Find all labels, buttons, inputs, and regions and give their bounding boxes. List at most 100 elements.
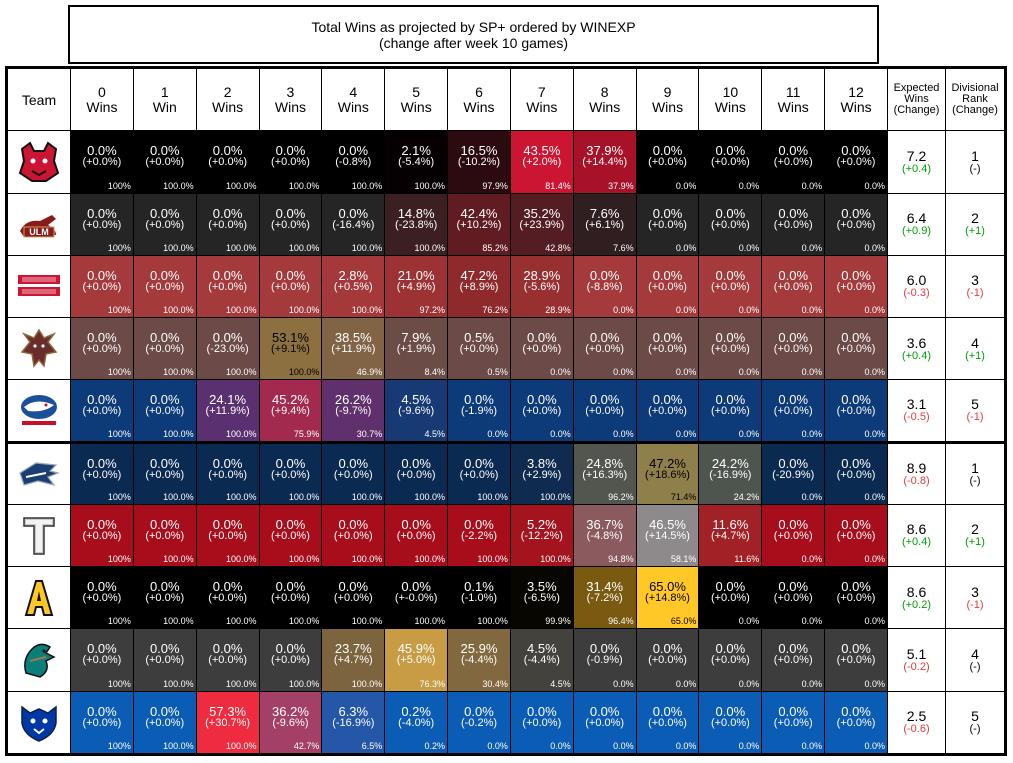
probability-change: (+0.0%) <box>648 280 687 293</box>
probability-change: (-20.9%) <box>772 468 815 481</box>
probability-change: (-2.2%) <box>460 529 498 542</box>
svg-text:ULM: ULM <box>29 227 49 237</box>
win-probability: 0.0% <box>778 455 809 471</box>
expected-wins-value: 2.5 <box>906 708 927 725</box>
divisional-rank-cell: 4 (+1) <box>945 317 1005 381</box>
cumulative-probability: 6.5% <box>361 741 383 751</box>
texas-state-logo <box>20 328 58 368</box>
cumulative-probability: 100% <box>107 242 131 253</box>
cumulative-probability: 0.0% <box>801 678 823 689</box>
probability-change: (+2.9%) <box>522 468 562 481</box>
probability-change: (+0.0%) <box>710 654 750 667</box>
expected-wins-header-line: Expected <box>893 82 940 95</box>
probability-change: (+10.2%) <box>456 218 502 231</box>
probability-change: (+30.7%) <box>205 716 251 729</box>
cumulative-probability: 46.9% <box>356 367 383 378</box>
win-probability-cell: 14.8% (-23.8%) 100.0% <box>384 192 449 256</box>
win-probability: 0.0% <box>464 392 494 408</box>
cumulative-probability: 100.0% <box>477 554 508 565</box>
cumulative-probability: 100.0% <box>351 554 383 565</box>
cumulative-probability: 100.0% <box>414 242 446 253</box>
win-probability: 3.8% <box>527 455 557 471</box>
probability-change: (+4.7%) <box>710 529 750 542</box>
win-probability: 0.0% <box>464 455 494 471</box>
cumulative-probability: 100.0% <box>288 554 320 565</box>
win-probability-cell: 0.0% (+0.0%) 100.0% <box>132 317 197 381</box>
probability-change: (+0.0%) <box>145 405 185 418</box>
expected-wins-change: (+0.2) <box>901 598 932 611</box>
cumulative-probability: 0.0% <box>864 242 885 253</box>
win-probability-cell: 0.0% (+0.0%) 100.0% <box>447 440 511 505</box>
cumulative-probability: 99.9% <box>545 616 571 627</box>
win-probability: 36.2% <box>272 703 309 719</box>
win-probability-cell: 0.0% (+0.0%) 0.0% <box>698 628 763 692</box>
win-probability-cell: 3.8% (+2.9%) 100.0% <box>509 440 574 505</box>
win-probability: 0.0% <box>841 143 871 159</box>
team-logo-cell <box>7 690 71 755</box>
wins-column-word: Wins <box>400 98 432 115</box>
probability-change: (+5.0%) <box>396 654 436 667</box>
probability-change: (-9.7%) <box>335 405 372 418</box>
win-probability: 0.0% <box>527 330 557 346</box>
probability-change: (+0.0%) <box>836 343 876 356</box>
win-probability-cell: 25.9% (-4.4%) 30.4% <box>447 628 511 692</box>
probability-change: (+0.0%) <box>585 716 625 729</box>
wins-column-header-6: 6 Wins <box>447 67 511 132</box>
win-probability-cell: 0.0% (+0.0%) 100.0% <box>321 440 386 505</box>
win-probability: 0.0% <box>841 641 871 657</box>
win-probability: 0.0% <box>338 579 369 595</box>
win-probability: 0.0% <box>841 330 871 346</box>
team-row: 0.0% (+0.0%) 100% 0.0% (+0.0%) 100.0% 24.1% (+1… <box>7 379 1005 443</box>
probability-change: (-16.4%) <box>332 218 375 231</box>
cumulative-probability: 0.0% <box>801 180 823 191</box>
wins-column-number: 10 <box>722 83 739 100</box>
win-probability-cell: 45.9% (+5.0%) 76.3% <box>384 628 449 692</box>
cumulative-probability: 100.0% <box>351 616 383 627</box>
probability-change: (+0.0%) <box>271 592 310 605</box>
cumulative-probability: 0.0% <box>864 428 885 439</box>
win-probability-cell: 0.0% (+0.0%) 100.0% <box>195 440 260 505</box>
probability-change: (+0.0%) <box>271 218 310 231</box>
win-probability-cell: 0.0% (+0.0%) 100.0% <box>132 254 197 319</box>
win-probability-cell: 0.0% (+0.0%) 0.0% <box>698 690 763 755</box>
win-probability-cell: 0.0% (+0.0%) 100.0% <box>195 192 260 256</box>
win-probability-cell: 0.0% (+0.0%) 0.0% <box>761 503 826 568</box>
probability-change: (+0.0%) <box>773 529 813 542</box>
win-probability-cell: 0.0% (+0.0%) 0.0% <box>698 254 763 319</box>
win-probability: 65.0% <box>649 579 686 595</box>
win-probability: 4.5% <box>527 641 557 657</box>
win-probability-cell: 0.0% (+0.0%) 0.0% <box>572 317 637 381</box>
win-probability-cell: 0.0% (+0.0%) 100.0% <box>258 440 323 505</box>
probability-change: (+0.0%) <box>396 529 436 542</box>
probability-change: (+-0.0%) <box>394 592 438 605</box>
win-probability-cell: 0.0% (+0.0%) 100.0% <box>132 503 197 568</box>
probability-change: (+11.9%) <box>205 405 250 418</box>
probability-change: (+0.0%) <box>836 529 876 542</box>
win-probability: 28.9% <box>523 267 561 283</box>
cumulative-probability: 0.0% <box>550 428 571 439</box>
probability-change: (+0.0%) <box>333 529 373 542</box>
probability-change: (+0.0%) <box>710 156 750 169</box>
win-probability-cell: 0.0% (-20.9%) 0.0% <box>761 440 826 505</box>
win-probability: 0.0% <box>212 205 243 221</box>
win-probability: 0.1% <box>464 579 494 595</box>
probability-change: (+0.0%) <box>648 405 687 418</box>
win-probability-cell: 0.0% (+0.0%) 100.0% <box>195 130 260 194</box>
divisional-rank-value: 4 <box>971 646 979 663</box>
win-probability: 0.0% <box>149 516 180 532</box>
win-probability: 0.0% <box>715 205 746 221</box>
cumulative-probability: 0.0% <box>801 554 823 565</box>
win-probability: 0.0% <box>87 703 117 719</box>
probability-change: (+0.0%) <box>145 343 185 356</box>
probability-change: (+14.4%) <box>582 156 628 169</box>
cumulative-probability: 0.0% <box>550 367 571 378</box>
probability-change: (-1.0%) <box>460 592 498 605</box>
divisional-rank-value: 3 <box>971 583 979 600</box>
win-probability: 23.7% <box>334 641 372 657</box>
wins-column-header-5: 5 Wins <box>384 67 449 132</box>
cumulative-probability: 58.1% <box>670 554 697 565</box>
team-row: 0.0% (+0.0%) 100% 0.0% (+0.0%) 100.0% 0.0% (+0.… <box>7 130 1005 194</box>
cumulative-probability: 100.0% <box>226 554 257 565</box>
win-probability-cell: 0.0% (+0.0%) 100.0% <box>258 566 323 630</box>
win-probability-cell: 0.0% (+0.0%) 0.0% <box>698 566 763 630</box>
